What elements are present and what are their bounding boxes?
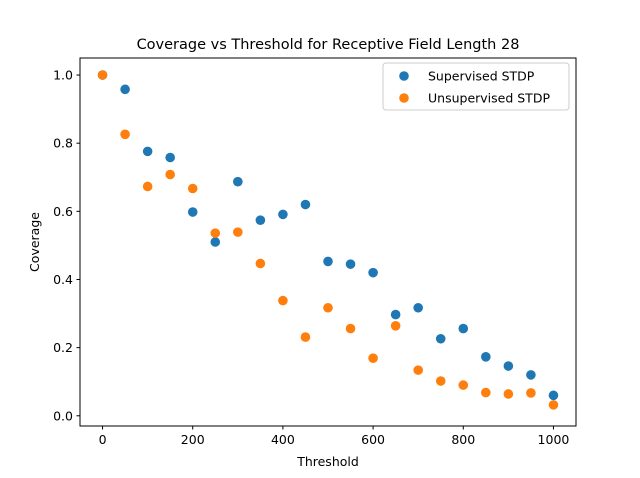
plot-area-frame xyxy=(79,57,577,427)
unsupervised-data-point xyxy=(210,228,221,238)
y-tick-label: 1.0 xyxy=(53,68,73,83)
supervised-data-point xyxy=(323,256,333,267)
x-tick-label: 1000 xyxy=(538,432,570,447)
unsupervised-data-point xyxy=(97,70,108,80)
supervised-data-point xyxy=(120,84,130,95)
supervised-data-point xyxy=(300,199,311,210)
unsupervised-data-point xyxy=(413,365,423,375)
supervised-data-point xyxy=(503,361,514,371)
x-axis-label: Threshold xyxy=(296,454,359,469)
supervised-data-point xyxy=(413,302,423,313)
legend-label-unsupervised: Unsupervised STDP xyxy=(428,91,550,106)
unsupervised-data-point xyxy=(345,323,356,334)
unsupervised-data-point xyxy=(435,376,446,386)
unsupervised-data-point xyxy=(278,295,288,306)
supervised-data-point xyxy=(345,259,356,269)
supervised-data-point xyxy=(187,207,198,217)
supervised-data-point xyxy=(233,176,243,187)
unsupervised-data-point xyxy=(481,387,491,398)
supervised-data-point xyxy=(458,323,469,334)
supervised-data-point xyxy=(278,209,288,220)
legend: Supervised STDP Unsupervised STDP xyxy=(382,62,570,111)
supervised-data-point xyxy=(210,237,221,247)
unsupervised-data-point xyxy=(255,258,266,269)
supervised-data-point xyxy=(255,215,266,225)
unsupervised-data-point xyxy=(526,388,536,398)
supervised-data-point xyxy=(526,370,536,380)
supervised-data-point xyxy=(548,390,559,401)
unsupervised-data-point xyxy=(503,389,514,399)
supervised-data-point xyxy=(481,352,491,362)
unsupervised-data-point xyxy=(458,380,469,390)
legend-marker-unsupervised xyxy=(399,93,409,103)
x-tick-label: 800 xyxy=(451,432,475,447)
x-tick-label: 600 xyxy=(361,432,385,447)
supervised-data-point xyxy=(390,309,401,320)
data-points xyxy=(97,70,559,410)
supervised-data-point xyxy=(165,152,175,163)
legend-marker-supervised xyxy=(399,71,409,81)
unsupervised-data-point xyxy=(120,129,130,140)
unsupervised-data-point xyxy=(323,302,333,313)
x-tick-label: 200 xyxy=(181,432,205,447)
x-tick-label: 0 xyxy=(99,432,107,447)
unsupervised-data-point xyxy=(390,321,401,331)
legend-box xyxy=(382,62,570,111)
chart-title: Coverage vs Threshold for Receptive Fiel… xyxy=(137,37,520,53)
axis-ticks: 0 200 400 600 800 1000 0.0 0.2 0.4 0.6 0.8 1.0 xyxy=(53,68,569,447)
unsupervised-data-point xyxy=(165,169,175,180)
unsupervised-data-point xyxy=(187,183,198,194)
y-axis-label: Coverage xyxy=(27,212,42,272)
unsupervised-data-point xyxy=(233,227,243,237)
unsupervised-data-point xyxy=(300,332,311,342)
y-tick-label: 0.2 xyxy=(53,340,73,355)
supervised-data-point xyxy=(435,333,446,344)
unsupervised-data-point xyxy=(142,181,153,192)
y-tick-label: 0.8 xyxy=(53,136,73,151)
y-tick-label: 0.4 xyxy=(53,272,73,287)
legend-label-supervised: Supervised STDP xyxy=(428,69,535,84)
supervised-data-point xyxy=(368,267,378,278)
supervised-data-point xyxy=(142,146,153,157)
y-tick-label: 0.0 xyxy=(53,408,73,423)
unsupervised-data-point xyxy=(368,353,378,363)
y-tick-label: 0.6 xyxy=(53,204,73,219)
unsupervised-data-point xyxy=(548,400,559,410)
x-tick-label: 400 xyxy=(271,432,295,447)
